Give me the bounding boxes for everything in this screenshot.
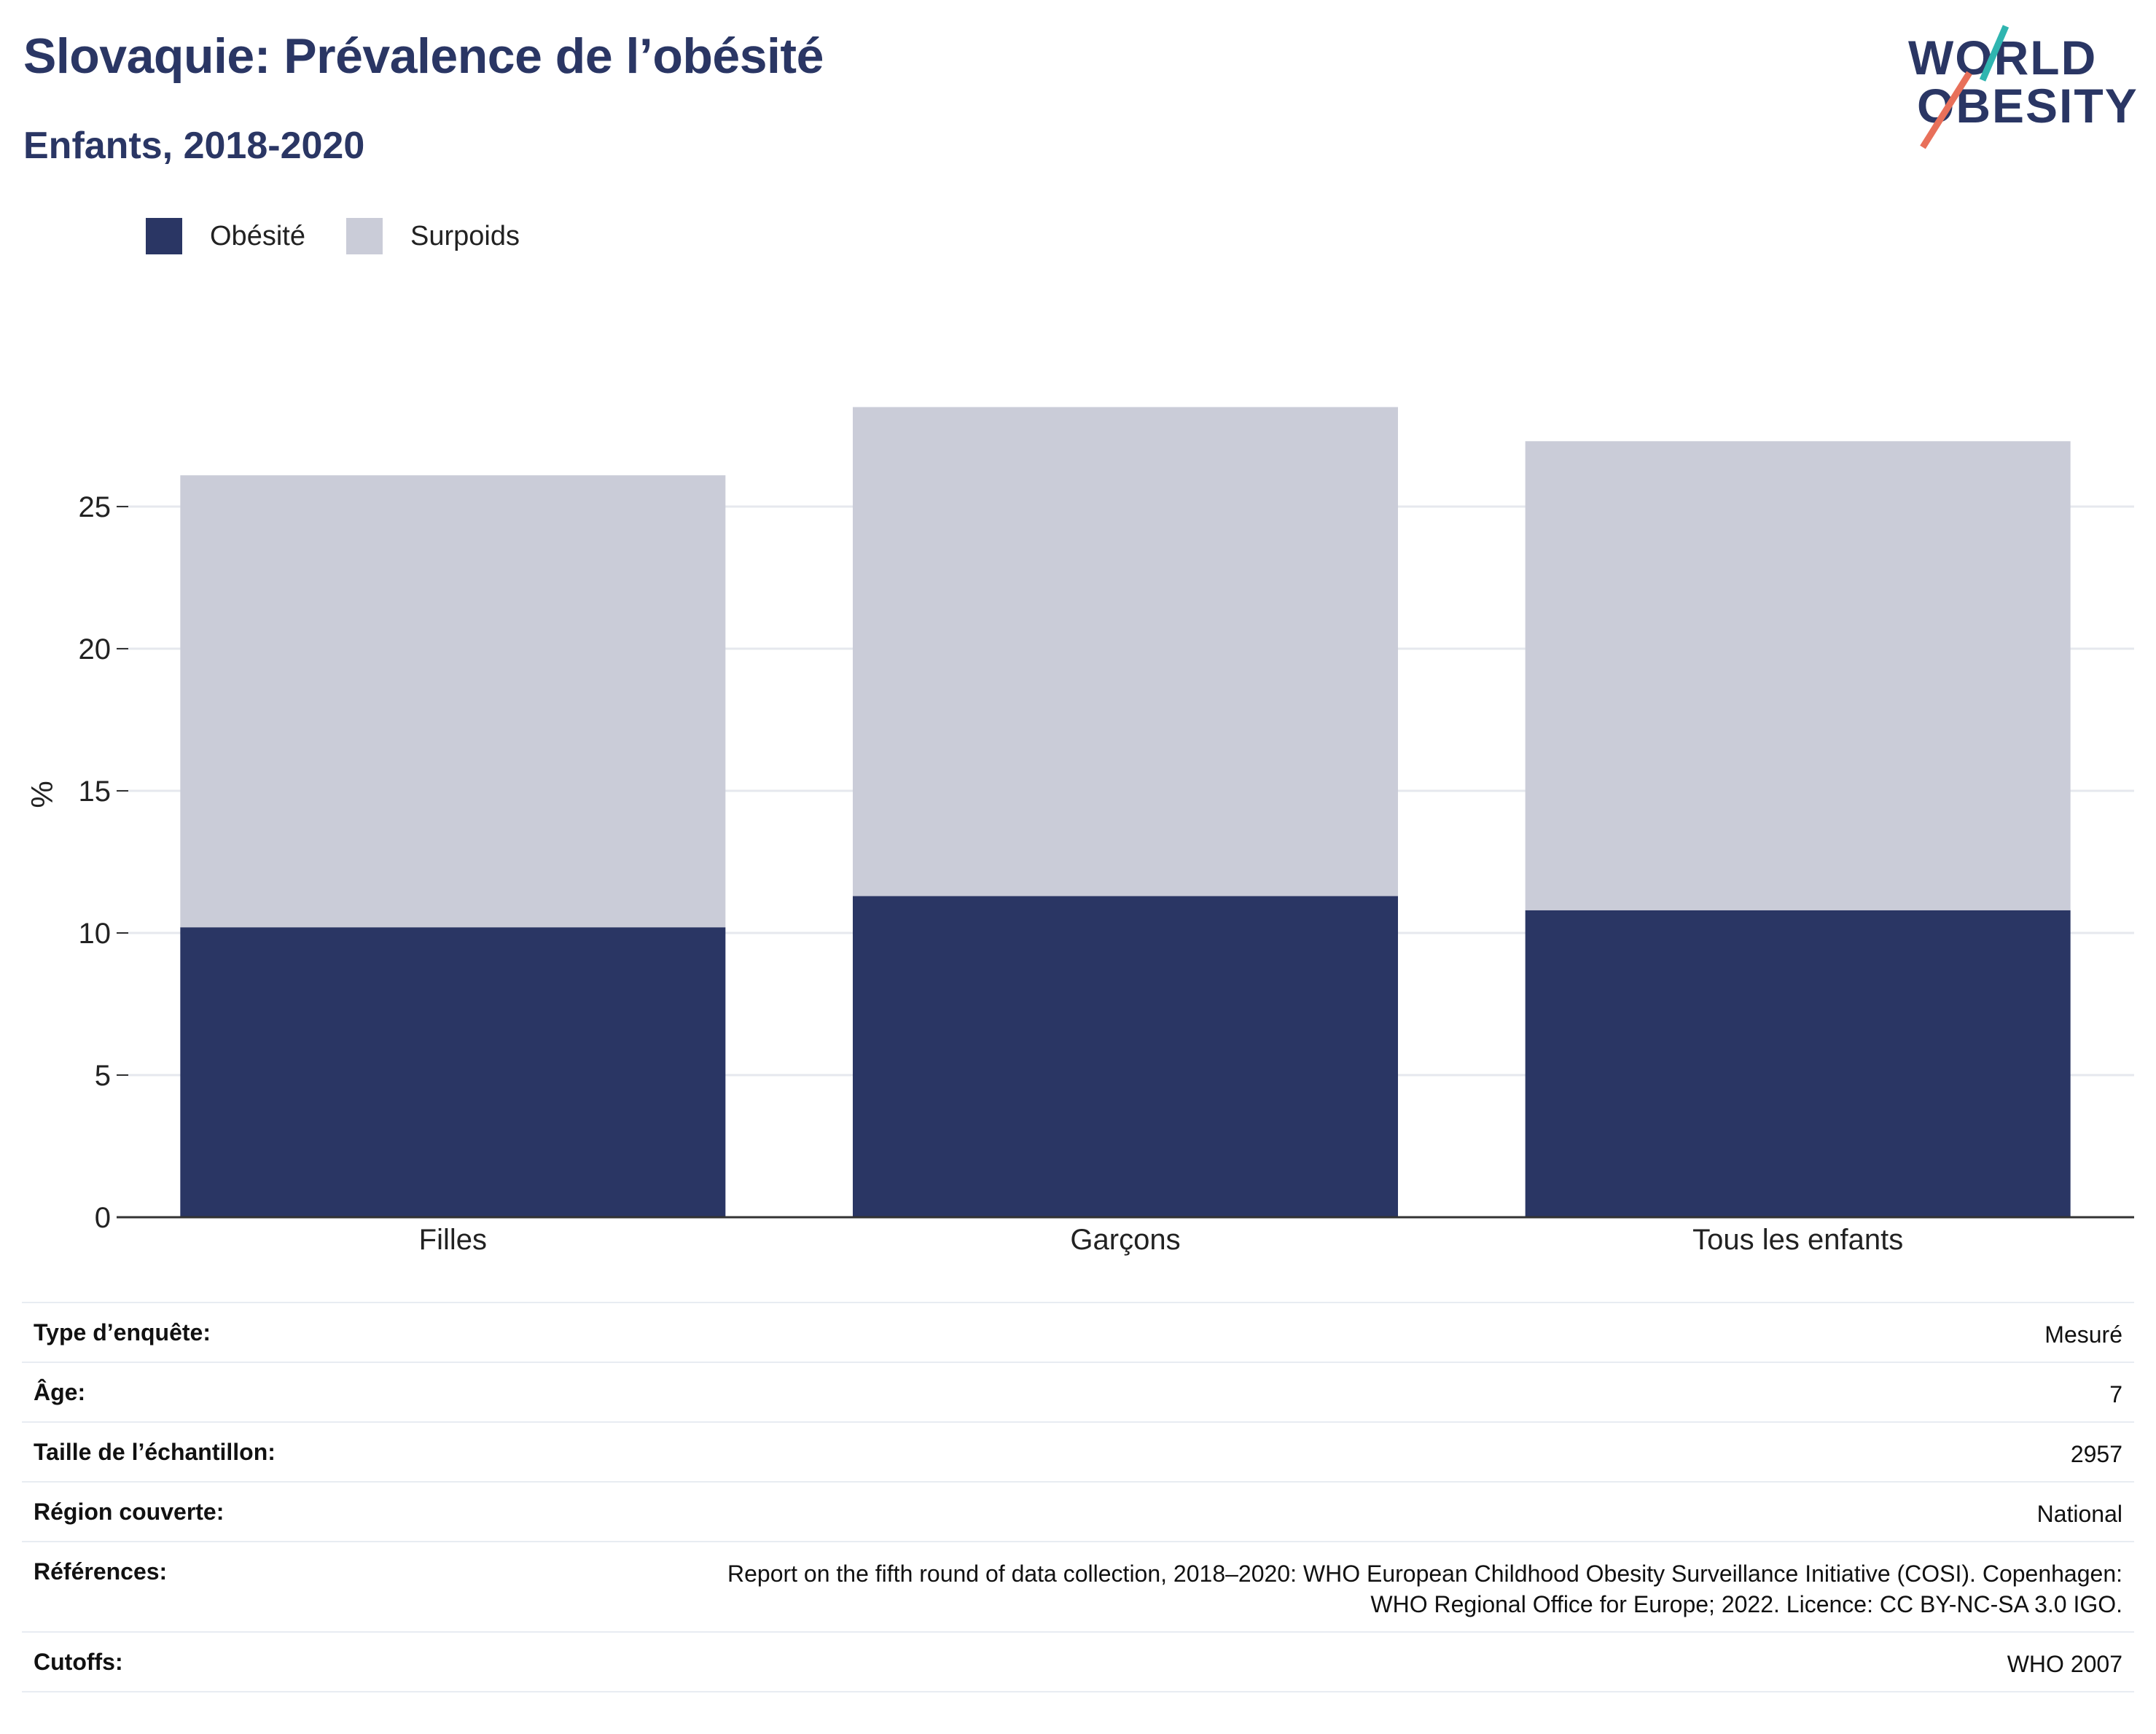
- page-subtitle: Enfants, 2018-2020: [23, 125, 365, 167]
- bar-obesity-0[interactable]: [180, 927, 726, 1217]
- bar-overweight-0[interactable]: [180, 475, 726, 928]
- bars: [180, 407, 2071, 1217]
- info-row-cutoffs: Cutoffs: WHO 2007: [22, 1632, 2134, 1692]
- y-tick-label: 20: [79, 633, 112, 665]
- y-tick-label: 15: [79, 776, 112, 808]
- axes: 0 5 10 15 20 25 Filles Garçons Tous les enfants: [79, 491, 2134, 1256]
- x-tick-label: Garçons: [1070, 1224, 1180, 1256]
- bar-obesity-2[interactable]: [1525, 910, 2071, 1217]
- logo-slash-teal: [1979, 25, 2009, 82]
- info-key: Âge:: [34, 1379, 86, 1405]
- legend-label-obesity: Obésité: [210, 220, 305, 251]
- legend-swatch-obesity: [146, 218, 182, 254]
- info-key: Références:: [34, 1558, 168, 1585]
- info-row-sample-size: Taille de l’échantillon: 2957: [22, 1422, 2134, 1482]
- info-value: 7: [2109, 1381, 2122, 1407]
- x-tick-label: Filles: [419, 1224, 487, 1256]
- info-row-age: Âge: 7: [22, 1362, 2134, 1422]
- info-value: 2957: [2070, 1441, 2122, 1467]
- bar-overweight-1[interactable]: [853, 407, 1398, 897]
- chart-legend: Obésité Surpoids: [146, 216, 561, 257]
- x-tick-label: Tous les enfants: [1692, 1224, 1903, 1256]
- survey-info-table: Type d’enquête: Mesuré Âge: 7 Taille de …: [22, 1302, 2134, 1692]
- y-tick-label: 25: [79, 491, 112, 523]
- legend-label-overweight: Surpoids: [410, 220, 520, 251]
- logo-text-obesity: OBESITY: [1917, 79, 2139, 133]
- world-obesity-logo: WORLD OBESITY: [1908, 25, 2139, 149]
- y-tick-label: 0: [95, 1202, 111, 1234]
- info-row-references: Références: Report on the fifth round of…: [22, 1542, 2134, 1632]
- y-tick-label: 5: [95, 1060, 111, 1092]
- info-value: WHO 2007: [2007, 1651, 2122, 1677]
- bar-obesity-1[interactable]: [853, 896, 1398, 1217]
- reference-line-2: WHO Regional Office for Europe; 2022. Li…: [1370, 1591, 2122, 1617]
- info-value: Mesuré: [2044, 1321, 2122, 1348]
- info-row-region: Région couverte: National: [22, 1482, 2134, 1542]
- info-key: Cutoffs:: [34, 1649, 123, 1675]
- legend-swatch-overweight: [345, 218, 383, 254]
- page-title: Slovaquie: Prévalence de l’obésité: [23, 28, 824, 84]
- info-key: Région couverte:: [34, 1499, 224, 1525]
- info-row-survey-type: Type d’enquête: Mesuré: [22, 1303, 2134, 1362]
- y-axis-label: %: [25, 781, 59, 808]
- reference-line-1: Report on the fifth round of data collec…: [727, 1561, 2122, 1587]
- info-key: Type d’enquête:: [34, 1319, 211, 1346]
- info-value: National: [2036, 1501, 2122, 1527]
- logo-slash-coral: [1920, 71, 1972, 149]
- legend-item-obesity[interactable]: Obésité: [146, 218, 305, 254]
- bar-overweight-2[interactable]: [1525, 441, 2071, 910]
- y-tick-label: 10: [79, 918, 112, 950]
- legend-item-overweight[interactable]: Surpoids: [345, 218, 520, 254]
- info-value: Report on the fifth round of data collec…: [355, 1542, 2134, 1632]
- info-key: Taille de l’échantillon:: [34, 1439, 276, 1465]
